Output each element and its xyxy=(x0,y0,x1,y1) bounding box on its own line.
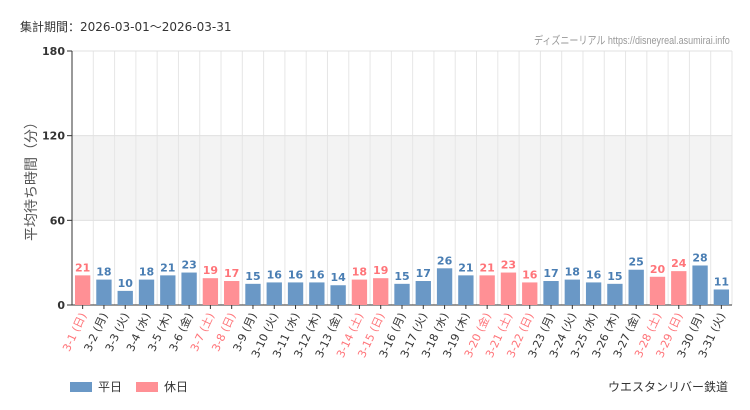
bar xyxy=(585,282,602,305)
data-label: 18 xyxy=(565,266,580,279)
legend-holiday: 休日 xyxy=(136,378,188,395)
bar xyxy=(394,283,410,305)
bar xyxy=(96,279,112,305)
weekday-swatch xyxy=(70,381,92,392)
data-label: 19 xyxy=(203,264,218,277)
holiday-swatch xyxy=(136,381,159,392)
data-label: 24 xyxy=(671,257,687,270)
shaded-band xyxy=(72,135,732,221)
attraction-name: ウエスタンリバー鉄道 xyxy=(607,380,728,394)
data-label: 18 xyxy=(96,266,111,279)
data-label: 16 xyxy=(288,268,304,281)
legend-holiday-label: 休日 xyxy=(164,380,189,394)
bar xyxy=(500,272,517,305)
y-tick-label: 120 xyxy=(42,130,65,143)
data-label: 26 xyxy=(437,254,453,267)
data-label: 28 xyxy=(692,251,707,264)
bar xyxy=(628,269,644,305)
bar xyxy=(649,276,666,305)
data-label: 19 xyxy=(373,264,388,277)
y-axis-label: 平均待ち時間（分） xyxy=(24,115,40,241)
data-label: 17 xyxy=(416,267,431,280)
y-tick-label: 180 xyxy=(42,45,65,58)
data-label: 23 xyxy=(501,259,516,272)
data-label: 14 xyxy=(330,271,346,284)
bar xyxy=(74,275,91,305)
bar xyxy=(479,275,495,305)
data-label: 15 xyxy=(607,270,622,283)
bar xyxy=(138,279,155,305)
bar xyxy=(373,278,389,305)
bar xyxy=(436,268,453,305)
bar xyxy=(415,281,431,305)
bar xyxy=(607,283,623,305)
data-label: 16 xyxy=(267,268,283,281)
bar xyxy=(309,282,325,305)
period-label: 集計期間：2026-03-01～2026-03-31 xyxy=(20,20,232,34)
legend-weekday-label: 平日 xyxy=(98,380,123,394)
data-label: 21 xyxy=(160,261,175,274)
bar xyxy=(117,290,133,305)
data-label: 15 xyxy=(245,270,260,283)
site-credit: ディズニーリアル https://disneyreal.asumirai.inf… xyxy=(534,35,730,47)
data-label: 21 xyxy=(480,261,495,274)
data-label: 18 xyxy=(139,266,154,279)
data-label: 17 xyxy=(543,267,558,280)
y-tick-label: 0 xyxy=(57,299,65,312)
legend: 平日 休日 xyxy=(70,378,188,395)
data-label: 17 xyxy=(224,267,239,280)
y-tick-label: 60 xyxy=(50,214,66,227)
bar xyxy=(181,272,197,305)
data-label: 23 xyxy=(181,259,196,272)
bar xyxy=(202,278,219,305)
data-label: 21 xyxy=(75,261,90,274)
bar xyxy=(287,282,304,305)
data-label: 25 xyxy=(629,256,644,269)
bar xyxy=(458,275,474,305)
legend-weekday: 平日 xyxy=(70,378,122,395)
bar xyxy=(564,279,580,305)
data-label: 16 xyxy=(522,268,538,281)
data-label: 21 xyxy=(458,261,473,274)
data-label: 16 xyxy=(309,268,325,281)
bar xyxy=(713,289,730,305)
bar xyxy=(266,282,282,305)
data-label: 10 xyxy=(118,277,134,290)
bar xyxy=(522,282,538,305)
bar xyxy=(245,283,261,305)
bar xyxy=(351,279,368,305)
data-label: 18 xyxy=(352,266,367,279)
bar xyxy=(330,285,346,305)
data-label: 11 xyxy=(714,275,729,288)
bar xyxy=(692,265,708,305)
data-label: 16 xyxy=(586,268,602,281)
bar xyxy=(671,271,687,305)
bar xyxy=(224,281,240,305)
data-label: 20 xyxy=(650,263,666,276)
bar xyxy=(543,281,559,305)
bar xyxy=(160,275,176,305)
data-label: 15 xyxy=(394,270,409,283)
